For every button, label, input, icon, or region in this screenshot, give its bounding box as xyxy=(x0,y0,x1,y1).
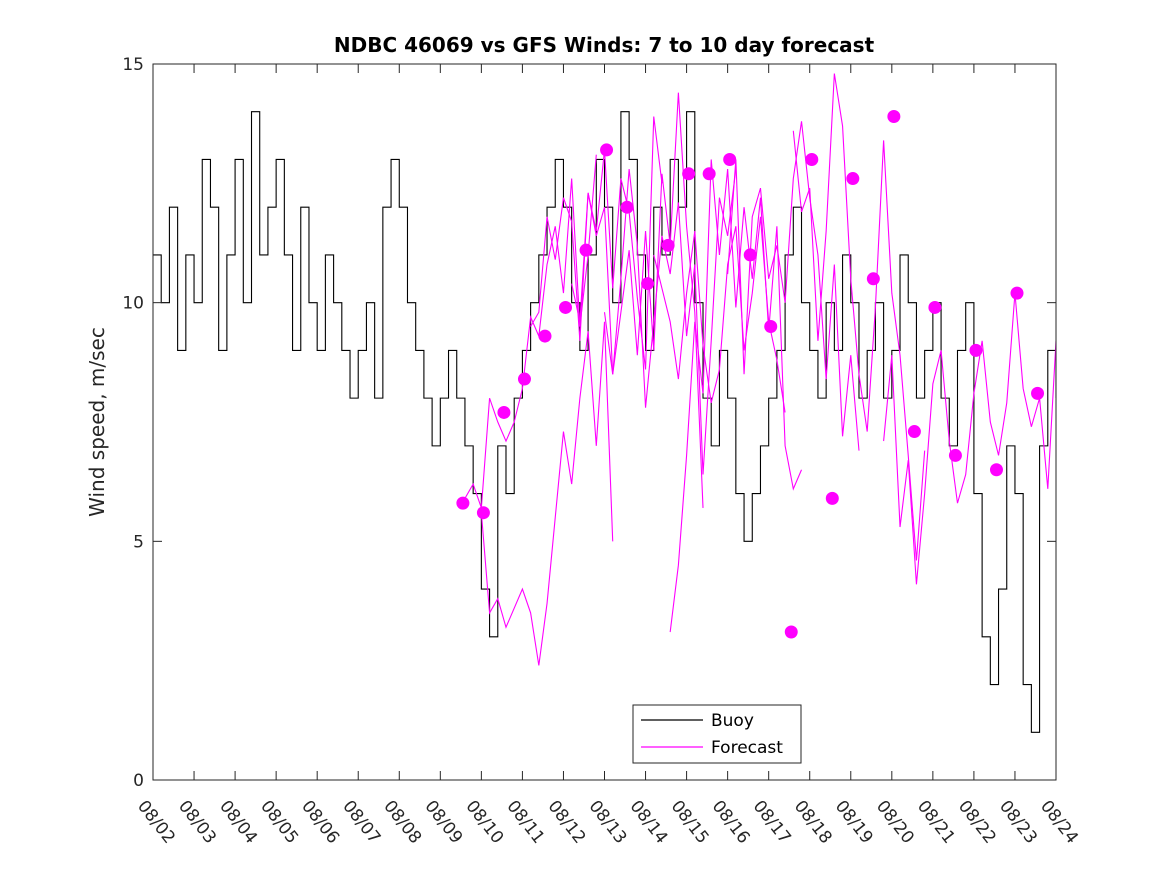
y-tick-label: 5 xyxy=(133,532,144,552)
forecast-marker xyxy=(517,372,531,386)
forecast-line xyxy=(669,159,803,633)
forecast-marker xyxy=(907,425,921,439)
forecast-line xyxy=(653,216,786,413)
forecast-marker xyxy=(866,272,880,286)
legend: Buoy Forecast xyxy=(632,704,802,764)
forecast-marker xyxy=(661,238,675,252)
forecast-marker xyxy=(476,506,490,520)
forecast-marker xyxy=(1031,386,1045,400)
forecast-marker xyxy=(805,152,819,166)
legend-label-buoy: Buoy xyxy=(711,711,754,731)
y-tick-label: 10 xyxy=(122,294,144,314)
forecast-marker xyxy=(784,625,798,639)
forecast-marker xyxy=(600,143,614,157)
forecast-marker xyxy=(682,167,696,181)
forecast-marker xyxy=(743,248,757,262)
forecast-marker xyxy=(928,300,942,314)
forecast-marker xyxy=(825,491,839,505)
forecast-marker xyxy=(969,343,983,357)
forecast-marker xyxy=(702,167,716,181)
forecast-marker xyxy=(456,496,470,510)
forecast-marker xyxy=(538,329,552,343)
chart-title: NDBC 46069 vs GFS Winds: 7 to 10 day for… xyxy=(334,33,875,57)
forecast-marker xyxy=(764,320,778,334)
forecast-marker xyxy=(579,243,593,257)
y-tick-label: 15 xyxy=(122,55,144,75)
forecast-line xyxy=(792,73,926,561)
forecast-line xyxy=(727,121,860,451)
y-tick-label: 0 xyxy=(133,771,144,791)
forecast-markers xyxy=(456,110,1045,639)
forecast-marker xyxy=(497,405,511,419)
y-axis-ticks: 0 5 10 15 xyxy=(122,55,1056,791)
forecast-marker xyxy=(846,172,860,186)
forecast-line xyxy=(480,321,614,666)
forecast-line xyxy=(464,154,597,509)
forecast-marker xyxy=(641,277,655,291)
forecast-marker xyxy=(620,200,634,214)
forecast-series xyxy=(464,73,1056,666)
y-axis-label: Wind speed, m/sec xyxy=(85,327,109,517)
forecast-marker xyxy=(948,448,962,462)
forecast-marker xyxy=(723,152,737,166)
legend-box xyxy=(632,704,802,764)
forecast-marker xyxy=(887,110,901,124)
forecast-line xyxy=(883,293,1056,585)
forecast-marker xyxy=(989,463,1003,477)
forecast-line xyxy=(530,116,663,370)
forecast-line xyxy=(571,92,704,508)
forecast-marker xyxy=(559,300,573,314)
legend-label-forecast: Forecast xyxy=(711,738,783,758)
forecast-marker xyxy=(1010,286,1024,300)
